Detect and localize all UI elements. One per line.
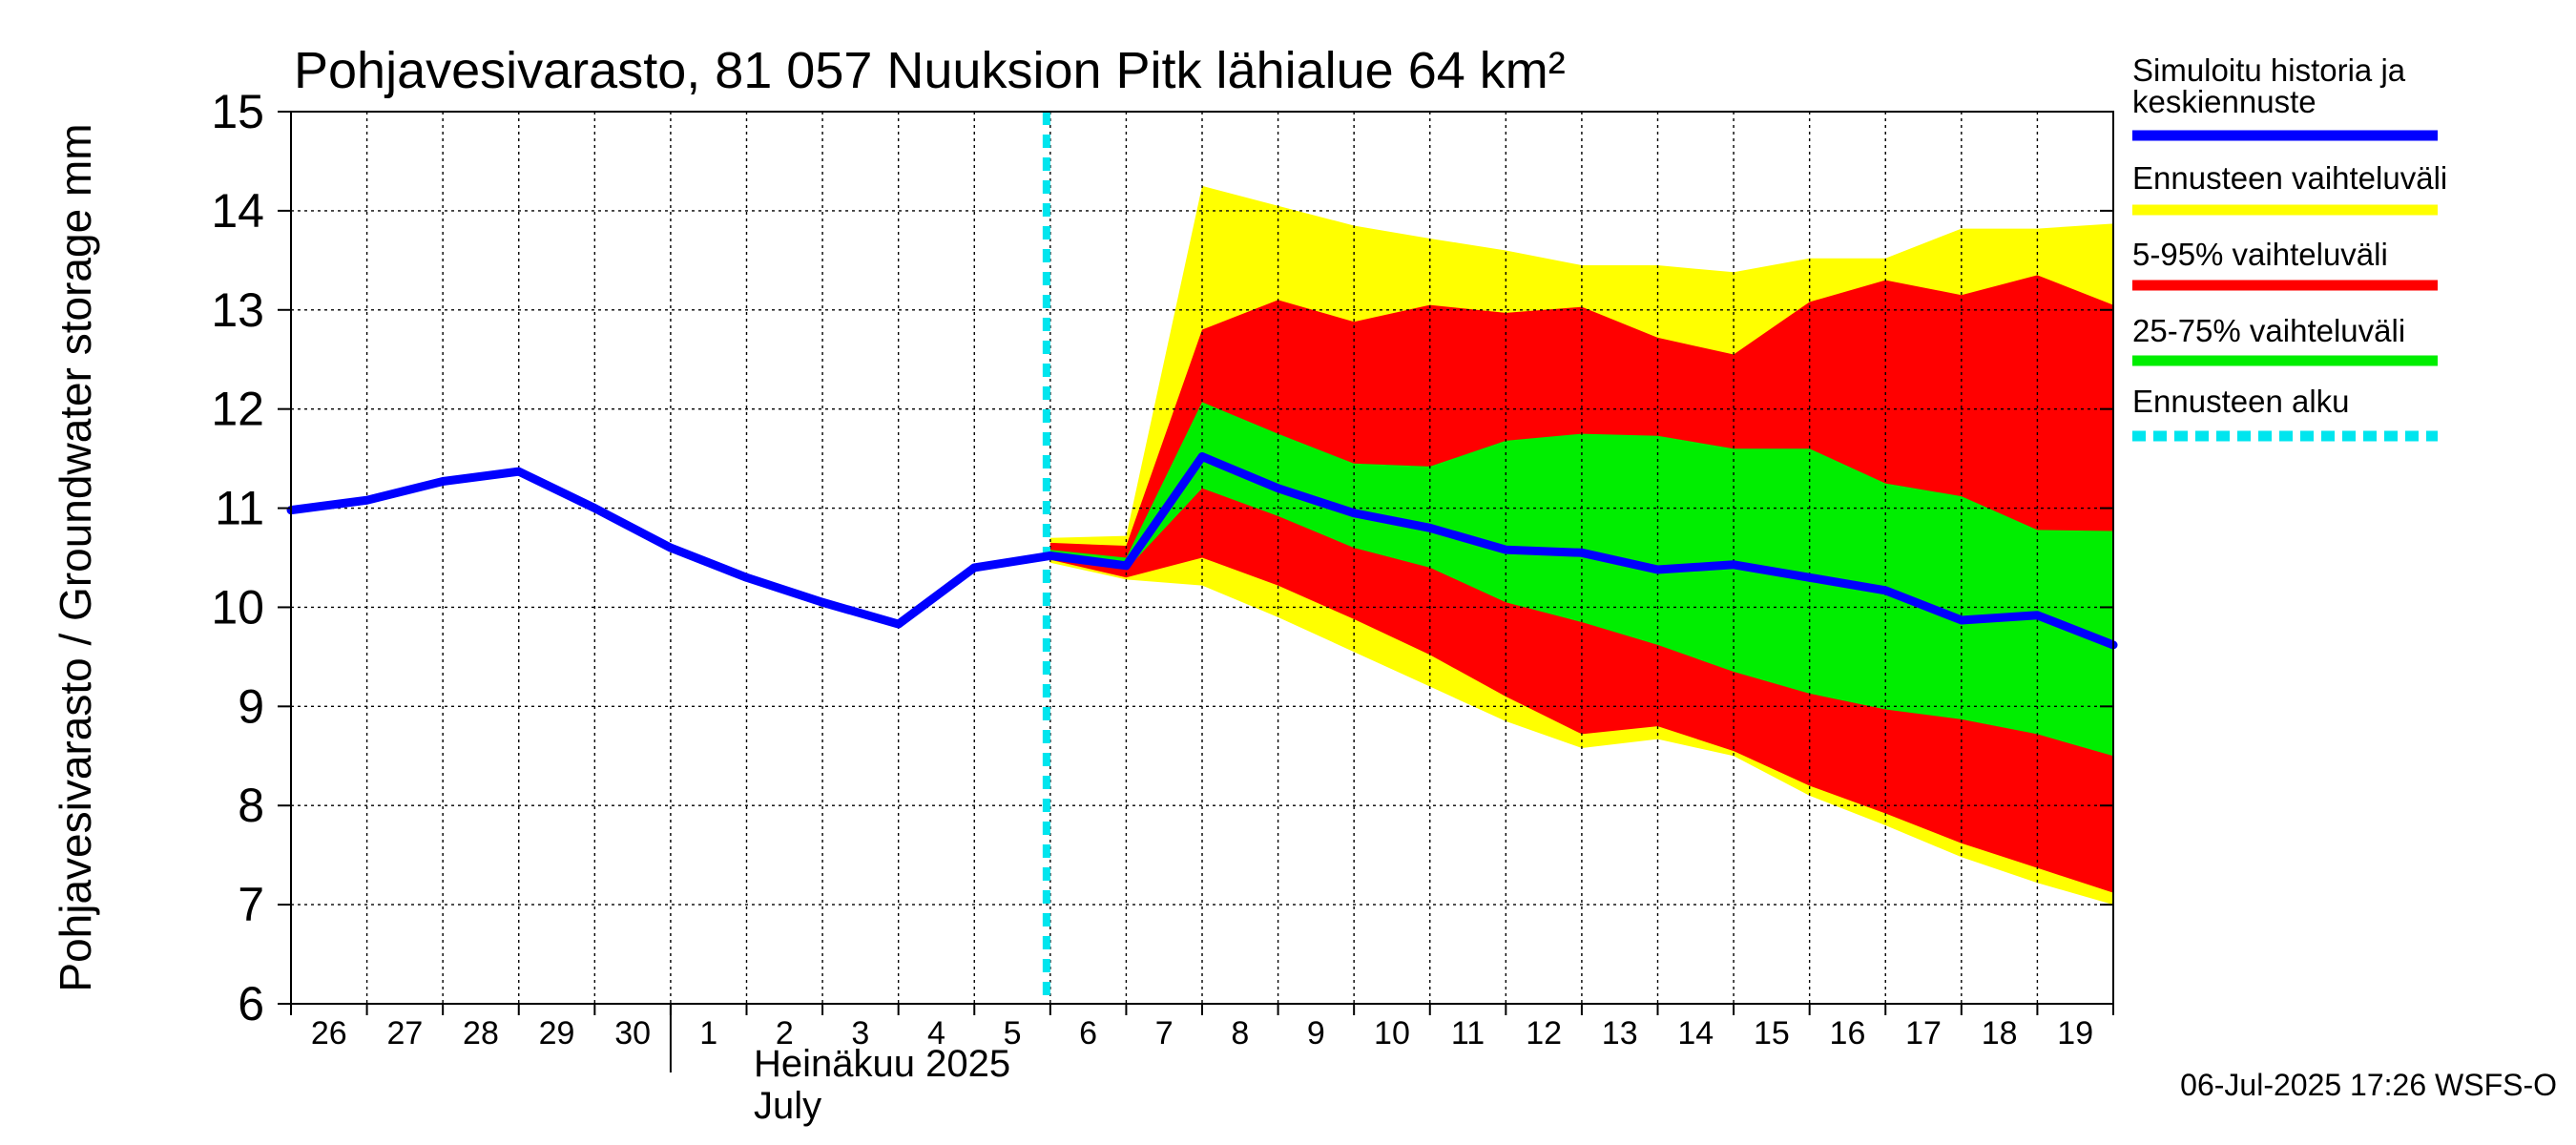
x-tick-label: 14 <box>1677 1015 1714 1051</box>
month-label: Heinäkuu 2025 <box>754 1043 1010 1085</box>
y-tick-label: 7 <box>238 878 264 931</box>
y-tick-label: 14 <box>211 184 264 238</box>
x-tick-label: 7 <box>1155 1015 1174 1051</box>
y-tick-label: 15 <box>211 85 264 138</box>
timestamp-footer: 06-Jul-2025 17:26 WSFS-O <box>2180 1068 2557 1102</box>
median-forecast-line <box>1046 452 2118 650</box>
legend: Simuloitu historia ja keskiennuste Ennus… <box>2132 52 2447 442</box>
y-tick-label: 11 <box>215 482 264 535</box>
legend-label-forecast-start: Ennusteen alku <box>2132 384 2350 419</box>
x-tick-label: 15 <box>1754 1015 1790 1051</box>
y-tick-label: 13 <box>211 283 264 337</box>
forecast-bands <box>1049 185 2113 906</box>
month-label-english: July <box>754 1085 821 1127</box>
x-tick-label: 28 <box>463 1015 499 1051</box>
y-tick-label: 8 <box>238 779 264 832</box>
x-tick-label: 16 <box>1830 1015 1866 1051</box>
x-tick-label: 12 <box>1526 1015 1562 1051</box>
x-tick-label: 26 <box>311 1015 347 1051</box>
x-tick-label: 17 <box>1905 1015 1942 1051</box>
x-tick-label: 9 <box>1307 1015 1325 1051</box>
y-tick-label: 9 <box>238 679 264 733</box>
x-tick-label: 19 <box>2057 1015 2093 1051</box>
x-tick-label: 1 <box>699 1015 717 1051</box>
x-tick-label: 6 <box>1079 1015 1097 1051</box>
x-tick-label: 5 <box>1004 1015 1022 1051</box>
legend-label-history-line2: keskiennuste <box>2132 84 2316 119</box>
legend-label-history: Simuloitu historia ja <box>2132 52 2406 88</box>
x-tick-label: 30 <box>614 1015 651 1051</box>
x-tick-label: 11 <box>1451 1015 1485 1051</box>
y-axis-label: Pohjavesivarasto / Groundwater storage m… <box>51 123 100 991</box>
legend-label-band-full: Ennusteen vaihteluväli <box>2132 160 2447 196</box>
x-tick-label: 29 <box>539 1015 575 1051</box>
x-tick-label: 2 <box>776 1015 794 1051</box>
history-line <box>286 467 1055 629</box>
x-tick-label: 27 <box>386 1015 423 1051</box>
x-tick-label: 10 <box>1374 1015 1410 1051</box>
x-tick-label: 4 <box>927 1015 945 1051</box>
x-tick-label: 13 <box>1602 1015 1638 1051</box>
y-tick-label: 10 <box>211 580 264 634</box>
y-axis-ticks: 6 7 8 9 10 11 12 13 14 15 <box>211 85 2113 1030</box>
grid-lines <box>291 112 2113 1004</box>
x-tick-label: 18 <box>1982 1015 2018 1051</box>
y-tick-label: 6 <box>238 977 264 1030</box>
chart-title: Pohjavesivarasto, 81 057 Nuuksion Pitk l… <box>294 42 1566 99</box>
legend-label-band-25-75: 25-75% vaihteluväli <box>2132 313 2405 348</box>
x-tick-label: 3 <box>851 1015 869 1051</box>
x-tick-label: 8 <box>1231 1015 1249 1051</box>
y-tick-label: 12 <box>211 383 264 436</box>
legend-label-band-5-95: 5-95% vaihteluväli <box>2132 237 2388 272</box>
x-axis-ticks: 26 27 28 29 30 1 2 3 4 5 6 7 8 9 10 11 12 13 14 15 16 17 18 19 <box>290 1004 2114 1051</box>
band-25-75 <box>1049 402 2113 757</box>
